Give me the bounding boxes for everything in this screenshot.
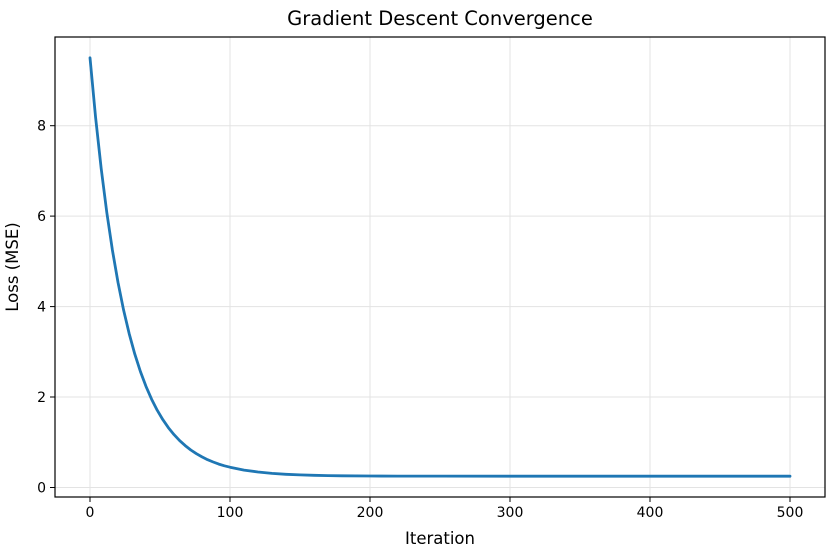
x-axis-label: Iteration	[405, 529, 475, 548]
x-tick-label: 0	[86, 505, 95, 521]
grid-layer	[55, 37, 825, 497]
x-tick-label: 500	[777, 505, 804, 521]
y-axis-label: Loss (MSE)	[3, 222, 22, 311]
y-tick-label: 6	[37, 209, 46, 225]
x-tick-label: 300	[497, 505, 524, 521]
y-tick-label: 2	[37, 390, 46, 406]
ticks-layer: 0 100 200 300 400 500 0 2 4 6 8	[37, 119, 803, 521]
series-layer	[88, 56, 792, 478]
chart-title: Gradient Descent Convergence	[287, 7, 593, 30]
plot-border	[54, 36, 826, 498]
loss-curve	[88, 56, 792, 478]
x-tick-label: 200	[357, 505, 384, 521]
x-tick-label: 100	[217, 505, 244, 521]
y-tick-label: 8	[37, 119, 46, 135]
y-tick-label: 4	[37, 300, 46, 316]
y-tick-label: 0	[37, 481, 46, 497]
axes-layer	[54, 36, 826, 498]
x-tick-label: 400	[637, 505, 664, 521]
